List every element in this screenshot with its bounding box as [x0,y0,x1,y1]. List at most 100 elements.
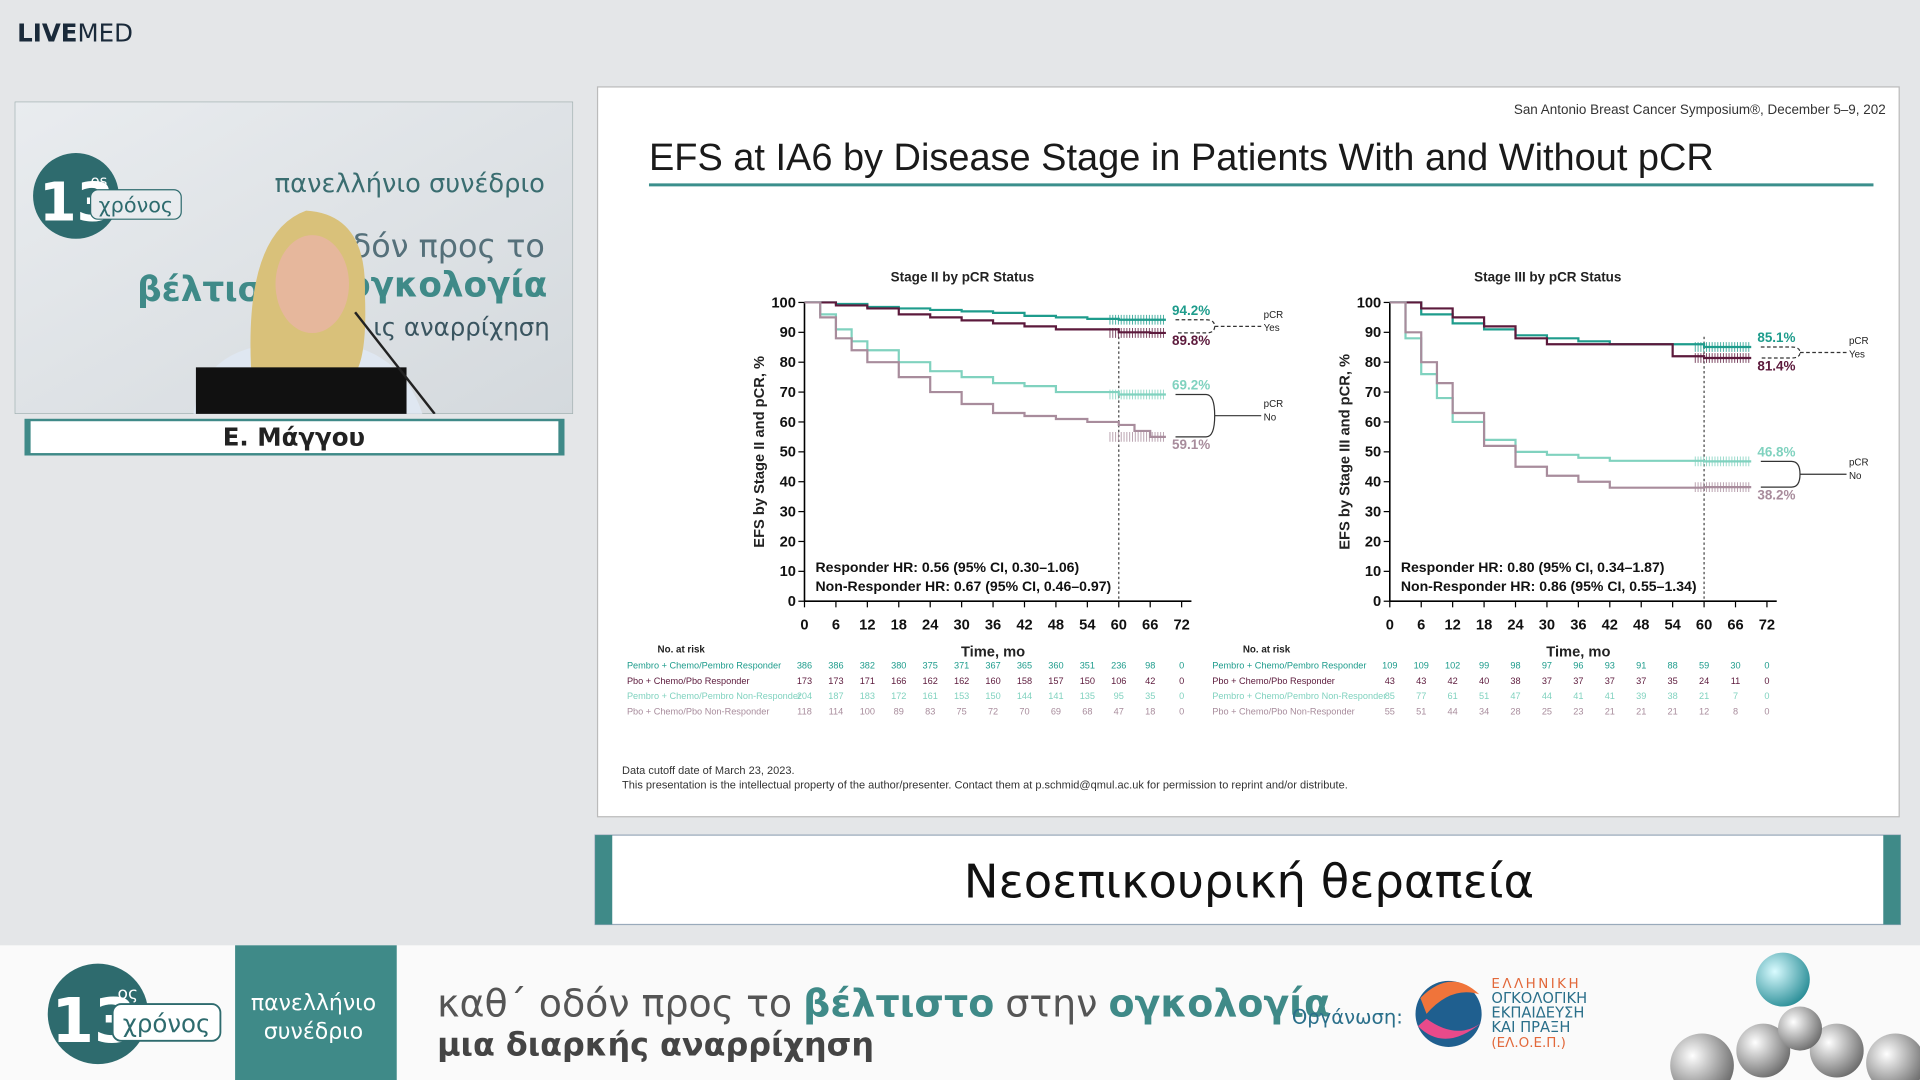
footer-subslogan: μια διαρκής αναρρίχηση [437,1026,874,1064]
y-tick-label: 20 [1365,534,1381,550]
at-risk-value: 380 [891,661,906,671]
footer-art [1670,952,1920,1080]
bracket-label: pCR [1264,399,1284,410]
at-risk-value: 39 [1636,691,1646,701]
at-risk-value: 386 [797,661,812,671]
bracket [1175,393,1262,438]
x-axis-label: Time, mo [1546,644,1610,660]
at-risk-value: 34 [1479,706,1489,716]
at-risk-value: 171 [860,676,875,686]
y-tick-label: 20 [780,534,796,550]
x-tick-label: 12 [859,617,875,633]
censor-ticks [1694,482,1750,492]
end-label: 69.2% [1172,378,1210,393]
y-tick-label: 100 [771,295,796,311]
end-label: 85.1% [1757,330,1795,345]
at-risk-value: 72 [988,706,998,716]
at-risk-value: 25 [1542,706,1552,716]
at-risk-value: 161 [923,691,938,701]
y-tick-label: 10 [780,564,796,580]
at-risk-value: 153 [954,691,969,701]
at-risk-value: 0 [1764,691,1769,701]
x-axis-label: Time, mo [961,644,1025,660]
at-risk-value: 12 [1699,706,1709,716]
slogan-part: στην [1005,981,1097,1025]
at-risk-value: 135 [1080,691,1095,701]
footer-badge-sup: ος [118,984,139,1004]
at-risk-value: 83 [925,706,935,716]
at-risk-value: 162 [954,676,969,686]
at-risk-value: 59 [1699,661,1709,671]
y-tick-label: 70 [780,385,796,401]
footer-slogan: καθ΄ οδόν προς το βέλτιστο στην ογκολογία [437,981,1330,1025]
x-tick-label: 6 [1417,617,1425,633]
sphere [1866,1033,1920,1080]
at-risk-value: 158 [1017,676,1032,686]
at-risk-value: 37 [1636,676,1646,686]
at-risk-name: Pembro + Chemo/Pembro Responder [1212,661,1366,671]
slogan-part: καθ΄ οδόν προς το [437,981,792,1025]
slide-caption: Νεοεπικουρική θεραπεία [964,855,1534,909]
at-risk-value: 100 [860,706,875,716]
at-risk-value: 0 [1179,706,1184,716]
bracket [1760,460,1847,488]
slogan-part: βέλτιστο [803,981,994,1025]
footer-block-text: συνέδριο [264,1019,363,1044]
hazard-ratio: Non-Responder HR: 0.67 (95% CI, 0.46–0.9… [816,578,1112,594]
chart-title: Stage II by pCR Status [891,270,1035,285]
y-tick-label: 90 [1365,325,1381,341]
at-risk-name: Pbo + Chemo/Pbo Responder [1212,676,1335,686]
bracket [1760,346,1847,359]
censor-ticks [1694,342,1750,352]
censor-ticks [1694,353,1750,363]
y-tick-label: 60 [1365,415,1381,431]
logo: LIVEMED [17,19,133,48]
footnote: Data cutoff date of March 23, 2023. [622,765,795,777]
at-risk-value: 109 [1382,661,1397,671]
at-risk-value: 42 [1448,676,1458,686]
at-risk-value: 0 [1179,676,1184,686]
x-tick-label: 42 [1602,617,1618,633]
x-tick-label: 60 [1696,617,1712,633]
at-risk-value: 43 [1416,676,1426,686]
censor-ticks [1694,456,1750,467]
y-tick-label: 80 [780,355,796,371]
slide-title: EFS at IA6 by Disease Stage in Patients … [649,137,1714,179]
km-chart: Stage III by pCR Status EFS by Stage III … [1212,270,1868,717]
km-chart: Stage II by pCR Status EFS by Stage II an… [627,270,1283,717]
x-tick-label: 30 [1539,617,1555,633]
km-curve [1389,301,1752,360]
at-risk-value: 365 [1017,661,1032,671]
at-risk-name: Pbo + Chemo/Pbo Non-Responder [1212,706,1355,716]
at-risk-value: 42 [1145,676,1155,686]
sphere [1809,1023,1864,1078]
video-banner: ογκολογία [347,265,547,305]
at-risk-value: 21 [1668,706,1678,716]
at-risk-value: 41 [1605,691,1615,701]
at-risk-value: 351 [1080,661,1095,671]
footer-badge-box [111,1003,222,1042]
organizer: ΚΑΙ ΠΡΑΞΗ [1491,1019,1570,1036]
at-risk-value: 37 [1542,676,1552,686]
at-risk-value: 160 [985,676,1000,686]
x-tick-label: 6 [832,617,840,633]
bracket-label: Yes [1264,323,1280,334]
at-risk-value: 382 [860,661,875,671]
y-tick-label: 60 [780,415,796,431]
bracket-label: No [1264,413,1277,424]
x-tick-label: 54 [1079,617,1096,633]
at-risk-value: 88 [1668,661,1678,671]
y-tick-label: 30 [1365,504,1381,520]
y-tick-label: 80 [1365,355,1381,371]
bracket [1175,319,1262,334]
end-label: 81.4% [1757,358,1795,373]
x-tick-label: 18 [1476,617,1492,633]
at-risk-value: 38 [1668,691,1678,701]
at-risk-value: 99 [1479,661,1489,671]
at-risk-value: 166 [891,676,906,686]
x-tick-label: 0 [1386,617,1394,633]
end-label: 38.2% [1757,487,1795,502]
sphere [1736,1023,1791,1078]
video-banner: πανελλήνιο συνέδριο [275,169,545,199]
